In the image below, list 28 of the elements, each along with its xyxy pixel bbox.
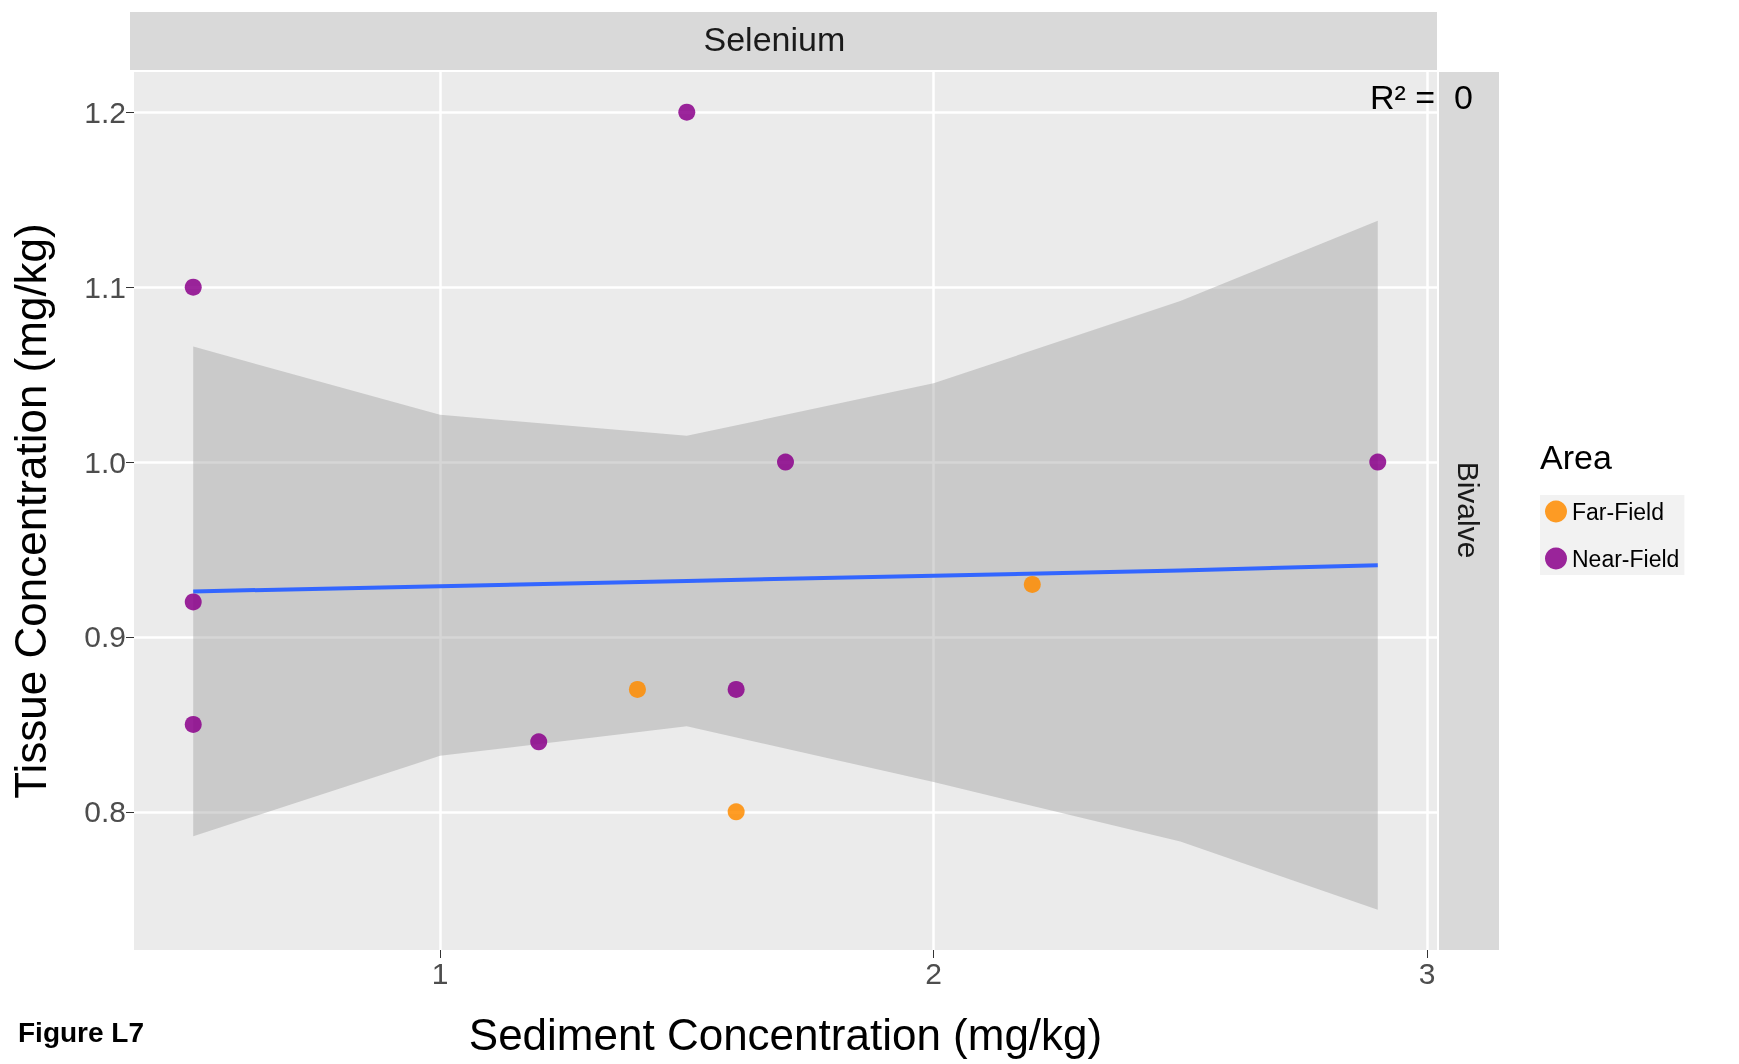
point (530, 733, 548, 751)
legend-label: Near-Field (1572, 545, 1680, 572)
point (184, 715, 202, 733)
annotation: R² = 0 (1370, 78, 1473, 116)
x-tick-label: 3 (1418, 956, 1436, 990)
point (727, 803, 745, 821)
chart-title: Selenium (703, 20, 846, 58)
y-tick-label: 0.9 (84, 620, 126, 654)
y-axis-title: Tissue Concentration (mg/kg) (5, 223, 55, 799)
point (727, 680, 745, 698)
point (1023, 575, 1041, 593)
point (1369, 453, 1387, 471)
y-tick-label: 1.0 (84, 445, 126, 479)
point (184, 278, 202, 296)
x-tick-label: 2 (925, 956, 942, 990)
text: Bivalve (1451, 461, 1485, 559)
y-tick-label: 1.1 (84, 270, 126, 304)
x-axis-title: Sediment Concentration (mg/kg) (468, 1009, 1103, 1059)
y-tick-label: 0.8 (84, 795, 126, 829)
caption: Figure L7 (18, 1016, 145, 1048)
point (678, 103, 696, 121)
legend-title: Area (1540, 438, 1612, 476)
point (184, 593, 202, 611)
y-tick-label: 1.2 (84, 95, 126, 129)
point (777, 453, 794, 471)
point (628, 680, 646, 698)
legend-label: Far-Field (1572, 498, 1665, 525)
x-tick-label: 1 (431, 956, 449, 990)
